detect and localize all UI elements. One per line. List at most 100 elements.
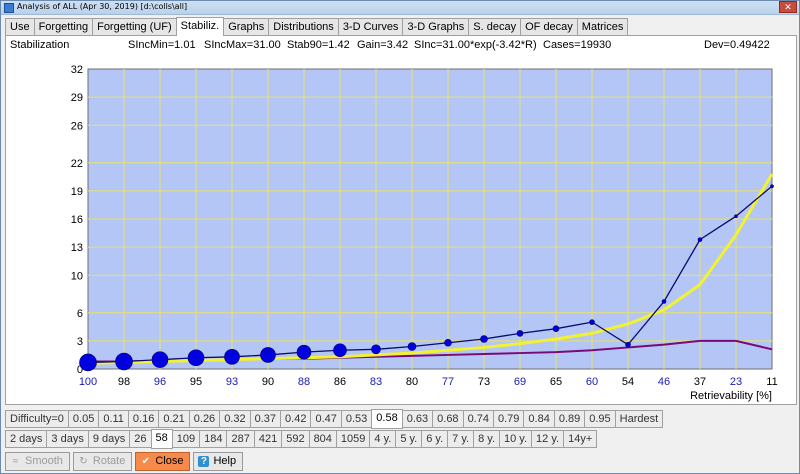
interval-287[interactable]: 287 [226,430,255,448]
x-tick-label: 90 [262,376,274,388]
x-tick-label: 83 [370,376,382,388]
rotate-button[interactable]: ↻ Rotate [72,452,133,471]
interval-1059[interactable]: 1059 [335,430,371,448]
tab-graphs[interactable]: Graphs [223,18,270,35]
interval-9-days[interactable]: 9 days [87,430,131,448]
title-bar[interactable]: Analysis of ALL (Apr 30, 2019) [d:\colls… [1,1,799,15]
data-point [625,341,631,348]
tab-forgetting[interactable]: Forgetting [33,18,94,35]
data-point [444,338,452,347]
data-point [552,325,560,332]
difficulty-0-47[interactable]: 0.47 [310,410,342,428]
difficulty-0-68[interactable]: 0.68 [432,410,464,428]
difficulty-0-26[interactable]: 0.26 [188,410,221,428]
difficulty-0-42[interactable]: 0.42 [280,410,312,428]
rotate-icon: ↻ [79,456,88,467]
difficulty-difficulty-0[interactable]: Difficulty=0 [5,410,69,428]
difficulty-0-53[interactable]: 0.53 [340,410,373,428]
rotate-label: Rotate [92,455,126,467]
difficulty-0-32[interactable]: 0.32 [219,410,251,428]
difficulty-0-37[interactable]: 0.37 [249,410,282,428]
tab-distributions[interactable]: Distributions [268,18,339,35]
tab-use[interactable]: Use [5,18,35,35]
tab-stabiliz[interactable]: Stabiliz. [175,17,225,36]
window-close-button[interactable]: ✕ [779,1,797,13]
difficulty-0-11[interactable]: 0.11 [98,410,129,428]
data-point [697,237,703,242]
tab-strip: Use Forgetting Forgetting (UF) Stabiliz. Gra… [5,17,629,36]
interval-4-y-[interactable]: 4 y. [369,430,397,448]
difficulty-0-89[interactable]: 0.89 [553,410,586,428]
data-point [770,184,774,188]
interval-2-days[interactable]: 2 days [5,430,48,448]
stat-cases: Cases=19930 [543,39,612,51]
interval-592[interactable]: 592 [281,430,310,448]
difficulty-0-79[interactable]: 0.79 [492,410,525,428]
smooth-icon: ≈ [12,456,19,467]
x-tick-label: 46 [658,376,670,388]
interval-14y-[interactable]: 14y+ [563,430,598,448]
x-tick-label: 100 [79,376,97,388]
tab-3-d-curves[interactable]: 3-D Curves [337,18,404,35]
interval-804[interactable]: 804 [308,430,337,448]
y-tick-label: 6 [77,308,83,320]
x-tick-label: 37 [694,376,706,388]
x-tick-label: 95 [190,376,202,388]
stat-sincmax: SIncMax=31.00 [204,39,281,51]
data-point [407,342,417,351]
interval-421[interactable]: 421 [253,430,283,448]
tab-forgetting-uf[interactable]: Forgetting (UF) [92,18,177,35]
x-tick-label: 88 [298,376,310,388]
interval-3-days[interactable]: 3 days [46,430,89,448]
interval-12-y-[interactable]: 12 y. [531,430,565,448]
difficulty-0-21[interactable]: 0.21 [158,410,190,428]
tab-matrices[interactable]: Matrices [576,18,629,35]
interval-109[interactable]: 109 [171,430,201,448]
y-tick-label: 13 [71,242,83,254]
difficulty-row: Difficulty=0 0.05 0.11 0.16 0.21 0.26 0.32 0.37… [5,409,664,429]
data-point [734,214,738,218]
x-tick-label: 73 [478,376,490,388]
interval-26[interactable]: 26 [129,430,152,448]
data-point [151,351,169,368]
data-point [371,344,381,355]
x-tick-label: 65 [550,376,562,388]
stats-bar: Stabilization SIncMin=1.01 SIncMax=31.00… [6,39,796,55]
difficulty-0-58[interactable]: 0.58 [371,409,403,429]
tab-3-d-graphs[interactable]: 3-D Graphs [402,18,470,35]
interval-7-y-[interactable]: 7 y. [447,430,475,448]
interval-10-y-[interactable]: 10 y. [499,430,533,448]
tab-of-decay[interactable]: OF decay [520,18,578,35]
data-point [296,344,312,360]
tab-s-decay[interactable]: S. decay [468,18,522,35]
data-point [480,335,488,343]
interval-184[interactable]: 184 [199,430,228,448]
data-point [661,299,667,304]
difficulty-0-05[interactable]: 0.05 [67,410,100,428]
y-tick-label: 32 [71,64,83,76]
close-label: Close [155,455,184,467]
interval-5-y-[interactable]: 5 y. [395,430,423,448]
smooth-button[interactable]: ≈ Smooth [5,452,70,471]
interval-row: 2 days 3 days 9 days 26 58 109 184 287 421 592 804… [5,429,598,449]
difficulty-0-74[interactable]: 0.74 [462,410,494,428]
y-tick-label: 10 [71,270,83,282]
difficulty-0-16[interactable]: 0.16 [127,410,160,428]
difficulty-0-63[interactable]: 0.63 [401,410,434,428]
x-tick-label: 11 [766,376,777,388]
y-tick-label: 0 [77,364,83,376]
close-button[interactable]: ✔ Close [135,452,191,471]
difficulty-0-84[interactable]: 0.84 [523,410,555,428]
difficulty-hardest[interactable]: Hardest [614,410,664,428]
y-tick-label: 22 [71,158,83,170]
difficulty-0-95[interactable]: 0.95 [584,410,616,428]
help-button[interactable]: ? Help [193,452,244,471]
data-point [516,330,524,337]
app-icon [4,3,14,13]
interval-6-y-[interactable]: 6 y. [421,430,449,448]
interval-8-y-[interactable]: 8 y. [473,430,501,448]
x-tick-label: 98 [118,376,130,388]
window-title: Analysis of ALL (Apr 30, 2019) [d:\colls… [17,2,188,11]
interval-58[interactable]: 58 [150,429,173,449]
y-tick-label: 29 [71,92,83,104]
